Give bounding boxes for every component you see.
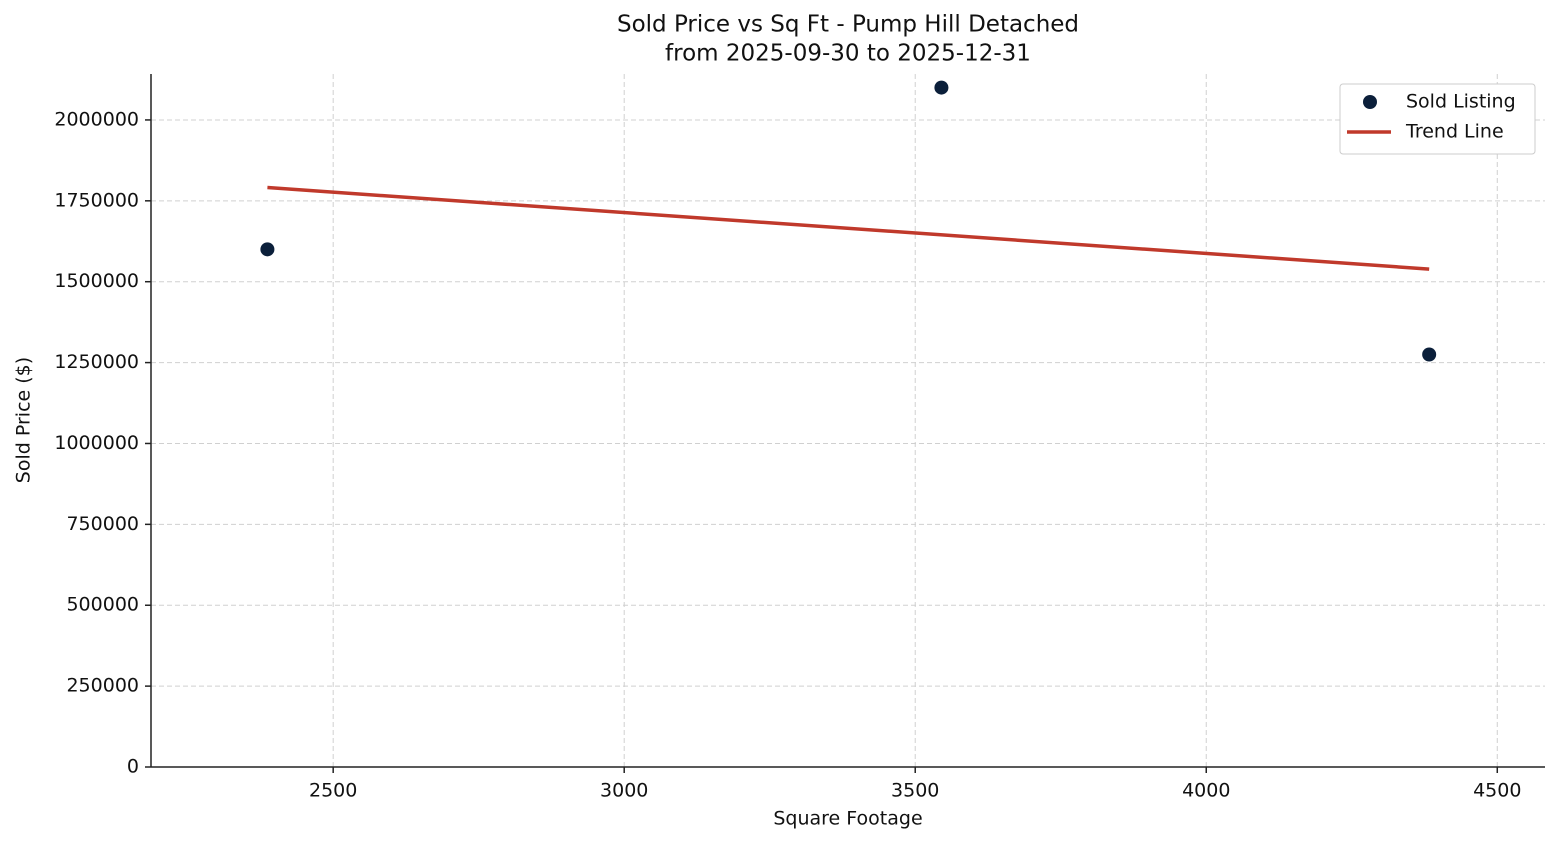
point [260, 242, 275, 257]
y-tick-label: 1250000 [54, 351, 139, 373]
y-tick-label: 500000 [66, 594, 139, 616]
y-tick-label: 0 [127, 756, 139, 778]
x-tick-label: 2500 [309, 780, 357, 802]
legend-box [1339, 83, 1536, 155]
legend-label: Sold Listing [1406, 91, 1516, 113]
legend-label: Trend Line [1405, 121, 1504, 143]
x-axis-label: Square Footage [773, 808, 922, 830]
chart-subtitle: from 2025-09-30 to 2025-12-31 [665, 41, 1031, 67]
y-tick-label: 1750000 [54, 189, 139, 211]
y-tick-label: 2000000 [54, 108, 139, 130]
x-tick-label: 4500 [1473, 780, 1521, 802]
chart-title: Sold Price vs Sq Ft - Pump Hill Detached [617, 12, 1079, 38]
x-tick-label: 4000 [1182, 780, 1230, 802]
y-tick-label: 1500000 [54, 270, 139, 292]
y-axis-label: Sold Price ($) [13, 357, 35, 483]
y-tick-label: 1000000 [54, 432, 139, 454]
trend-line [267, 185, 1430, 271]
point [934, 80, 949, 95]
legend-marker [1363, 95, 1377, 109]
x-tick-label: 3500 [891, 780, 939, 802]
x-tick-label: 3000 [600, 780, 648, 802]
point [1422, 347, 1437, 362]
y-tick-label: 250000 [66, 675, 139, 697]
y-tick-label: 750000 [66, 513, 139, 535]
